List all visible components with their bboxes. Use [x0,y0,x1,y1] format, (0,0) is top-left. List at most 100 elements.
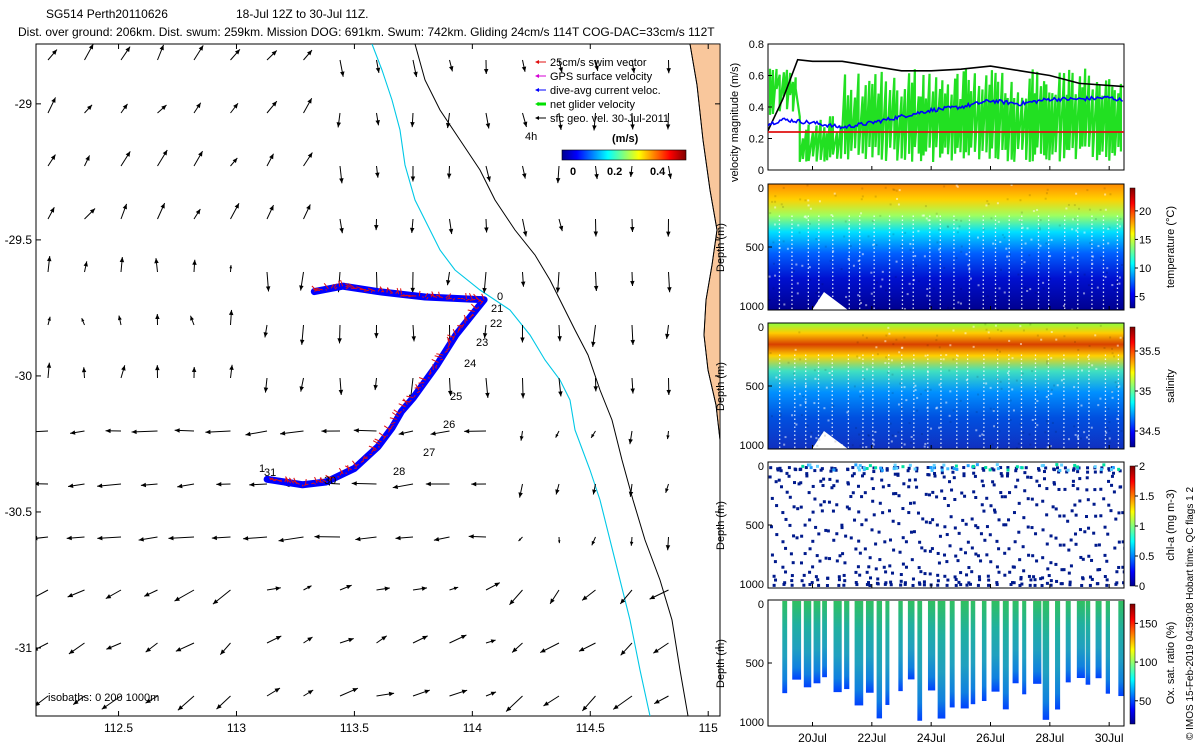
velocity-arrowhead [582,705,588,711]
profile-sample [861,253,864,256]
chla-sample [832,538,836,542]
profile-sample [874,430,877,433]
profile-sample [1026,290,1029,293]
chla-sample [799,467,803,471]
chla-sample [1026,497,1030,501]
chla-surface-sample [1015,465,1019,469]
chla-sample [1067,548,1071,552]
swim-vector-arrow [278,479,283,482]
legend-arrowhead [535,88,539,92]
chla-sample [1026,475,1030,479]
profile-sample [926,371,929,374]
swim-vector-arrow [315,287,323,291]
profile-sample [770,415,773,418]
profile-sample [1019,422,1022,425]
profile-sample [867,434,870,437]
profile-sample [795,263,798,266]
chla-sample [977,575,981,579]
chla-sample [840,523,844,527]
chla-sample [922,583,926,587]
profile-sample [799,358,802,361]
profile-sample [1097,245,1100,248]
chla-sample [1107,468,1111,472]
swim-vector-arrow [427,377,430,379]
chla-sample [844,534,848,538]
chla-sample [1029,578,1033,582]
chla-sample [1044,466,1048,470]
profile-sample [995,447,998,449]
swim-vector-arrow [288,477,295,484]
chla-sample [835,479,839,483]
swim-vector-arrow [348,283,355,289]
profile-sample [910,435,913,438]
profile-sample [877,307,880,310]
oxygen-profile [927,601,936,691]
profile-sample [891,434,894,437]
chla-sample [1115,581,1119,585]
velocity-arrowhead [307,50,312,56]
profile-sample [981,433,984,436]
profile-sample [965,253,968,256]
chla-sample [1072,468,1076,472]
profile-sample [848,227,851,230]
velocity-arrowhead [70,430,76,435]
oxygen-profile [1055,601,1061,710]
velocity-arrowhead [121,365,126,371]
chla-sample [1058,514,1062,518]
chla-sample [781,511,785,515]
velocity-arrowhead [448,65,454,72]
chla-sample [1017,530,1021,534]
speed-colorbar-gradient [561,149,687,161]
profile-sample [775,376,778,379]
profile-sample [1028,194,1031,197]
chla-sample [1035,479,1039,483]
velocity-arrowhead [192,259,197,265]
chla-sample [1094,543,1098,547]
chla-sample [883,582,887,586]
header-distances: Dist. over ground: 206km. Dist. swum: 25… [18,25,715,39]
chla-sample [815,554,819,558]
chla-sample [1006,472,1010,476]
velocity-arrowhead [558,124,563,130]
chla-sample [1041,528,1045,532]
chla-surface-sample [1109,468,1113,472]
profile-sample [771,200,774,203]
velocity-arrowhead [557,336,562,342]
chla-sample [990,467,994,471]
chla-sample [1117,565,1121,569]
chla-sample [860,474,864,478]
profile-sample [1045,328,1048,331]
velocity-arrowhead [125,151,131,157]
chla-sample [821,484,825,488]
swim-vector-arrow [469,298,476,301]
swim-vector-arrow [434,355,442,359]
chla-sample [855,583,859,587]
chla-sample [948,544,952,548]
velocity-arrowhead [306,204,311,210]
profile-sample [1111,284,1114,287]
chla-sample [1012,511,1016,515]
velocity-arrowhead [373,384,378,391]
chla-sample [822,477,826,481]
profile-sample [989,386,992,389]
profile-sample [833,192,836,195]
chla-sample [959,571,963,575]
profile-sample [922,214,925,217]
profile-sample [1039,244,1042,247]
profile-ytick-label: 500 [746,658,764,670]
profile-ylabel: Depth (m) [715,223,727,272]
profile-sample [1019,219,1022,222]
day-label: 24 [464,358,476,370]
profile-sample [1044,197,1047,200]
chla-sample [792,534,796,538]
swim-vector-arrow [422,296,425,298]
profile-sample [1094,334,1097,337]
swim-vector-arrow [365,457,368,460]
profile-sample [1046,188,1049,191]
swim-vector-arrow [371,448,375,453]
chla-sample [1110,483,1114,487]
profile-sample [801,264,804,267]
profile-sample [945,401,948,404]
profile-sample [1050,238,1053,241]
swim-vector-arrow [415,384,420,391]
